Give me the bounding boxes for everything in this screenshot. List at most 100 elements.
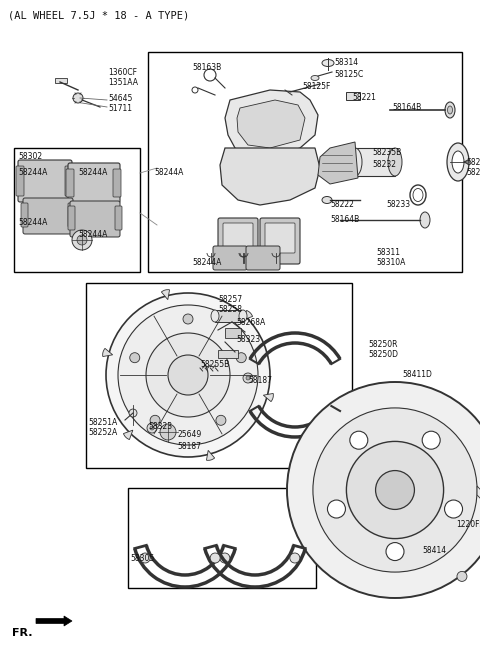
Circle shape: [150, 415, 160, 425]
Circle shape: [118, 305, 258, 445]
Text: 58125F: 58125F: [302, 82, 330, 91]
Circle shape: [147, 423, 157, 433]
Wedge shape: [161, 290, 169, 299]
Wedge shape: [123, 430, 133, 440]
Circle shape: [183, 314, 193, 324]
Text: 54645
51711: 54645 51711: [108, 94, 132, 113]
Polygon shape: [318, 142, 358, 184]
Text: 58232: 58232: [372, 160, 396, 169]
Circle shape: [220, 553, 230, 563]
Text: 58125C: 58125C: [334, 70, 363, 79]
Text: 58235B: 58235B: [372, 148, 401, 157]
Text: 58244A: 58244A: [18, 168, 48, 177]
Text: 58255B: 58255B: [200, 360, 229, 369]
Ellipse shape: [322, 196, 332, 204]
Text: 58222: 58222: [330, 200, 354, 209]
Circle shape: [106, 293, 270, 457]
Text: (AL WHEEL 7.5J * 18 - A TYPE): (AL WHEEL 7.5J * 18 - A TYPE): [8, 10, 189, 20]
Text: 58163B: 58163B: [192, 63, 221, 72]
Ellipse shape: [452, 151, 464, 173]
Text: 58233: 58233: [386, 200, 410, 209]
FancyBboxPatch shape: [16, 166, 24, 196]
Circle shape: [72, 230, 92, 250]
Polygon shape: [220, 148, 320, 205]
FancyBboxPatch shape: [115, 206, 122, 230]
Text: 58305: 58305: [130, 554, 154, 563]
Bar: [148, 52, 462, 272]
Circle shape: [290, 553, 300, 563]
Wedge shape: [264, 394, 273, 402]
Circle shape: [73, 93, 83, 103]
Wedge shape: [243, 310, 252, 320]
Text: 58323: 58323: [148, 422, 172, 431]
Circle shape: [287, 382, 480, 598]
Text: 1220FS: 1220FS: [456, 520, 480, 529]
FancyBboxPatch shape: [213, 246, 247, 270]
FancyBboxPatch shape: [21, 203, 28, 227]
Text: 58244A: 58244A: [154, 168, 183, 177]
Wedge shape: [206, 451, 215, 460]
Circle shape: [146, 333, 230, 417]
Text: 58250R
58250D: 58250R 58250D: [368, 340, 398, 360]
Bar: [55, 78, 67, 83]
Text: 58323: 58323: [236, 335, 260, 344]
Circle shape: [210, 553, 220, 563]
Ellipse shape: [447, 106, 453, 114]
Bar: [355, 148, 395, 176]
FancyBboxPatch shape: [70, 201, 120, 237]
FancyBboxPatch shape: [23, 198, 73, 234]
Ellipse shape: [348, 148, 362, 176]
Circle shape: [130, 352, 140, 363]
Text: 58187: 58187: [248, 376, 272, 385]
FancyBboxPatch shape: [66, 169, 74, 197]
Circle shape: [347, 441, 444, 538]
Bar: [225, 328, 241, 338]
Ellipse shape: [447, 143, 469, 181]
Bar: [218, 350, 238, 358]
FancyArrow shape: [36, 616, 72, 626]
Text: 58244A: 58244A: [78, 168, 108, 177]
Bar: [86, 283, 352, 468]
Circle shape: [160, 424, 176, 440]
FancyBboxPatch shape: [68, 163, 120, 203]
Bar: [215, 310, 243, 322]
Ellipse shape: [311, 75, 319, 81]
Ellipse shape: [239, 310, 247, 322]
FancyBboxPatch shape: [68, 203, 75, 227]
Text: 25649: 25649: [177, 430, 201, 439]
Text: 58257
58258: 58257 58258: [218, 295, 242, 314]
FancyBboxPatch shape: [218, 218, 258, 264]
Polygon shape: [237, 100, 305, 148]
Polygon shape: [477, 486, 480, 518]
Bar: [128, 488, 316, 588]
Bar: [346, 92, 360, 100]
Ellipse shape: [388, 148, 402, 176]
Polygon shape: [225, 90, 318, 158]
Circle shape: [236, 352, 246, 363]
Bar: [14, 148, 140, 272]
FancyBboxPatch shape: [113, 169, 121, 197]
Ellipse shape: [445, 102, 455, 118]
Circle shape: [243, 373, 253, 383]
Text: FR.: FR.: [12, 628, 33, 638]
Text: 58302: 58302: [18, 152, 42, 161]
Text: 58244A: 58244A: [78, 230, 108, 239]
Text: 58221: 58221: [352, 93, 376, 102]
Circle shape: [313, 408, 477, 572]
Text: 58187: 58187: [177, 442, 201, 451]
FancyBboxPatch shape: [260, 218, 300, 264]
Text: 58411D: 58411D: [402, 370, 432, 379]
Text: 58230
58210A: 58230 58210A: [466, 158, 480, 178]
Circle shape: [375, 470, 414, 510]
Ellipse shape: [322, 60, 334, 67]
Ellipse shape: [211, 310, 219, 322]
Text: 1360CF
1351AA: 1360CF 1351AA: [108, 68, 138, 87]
Circle shape: [216, 415, 226, 425]
Circle shape: [422, 431, 440, 449]
Text: 58314: 58314: [334, 58, 358, 67]
Text: 58311
58310A: 58311 58310A: [376, 248, 406, 267]
Text: 58414: 58414: [422, 546, 446, 555]
FancyBboxPatch shape: [68, 206, 75, 230]
Text: 58244A: 58244A: [18, 218, 48, 227]
Text: 58268A: 58268A: [236, 318, 265, 327]
